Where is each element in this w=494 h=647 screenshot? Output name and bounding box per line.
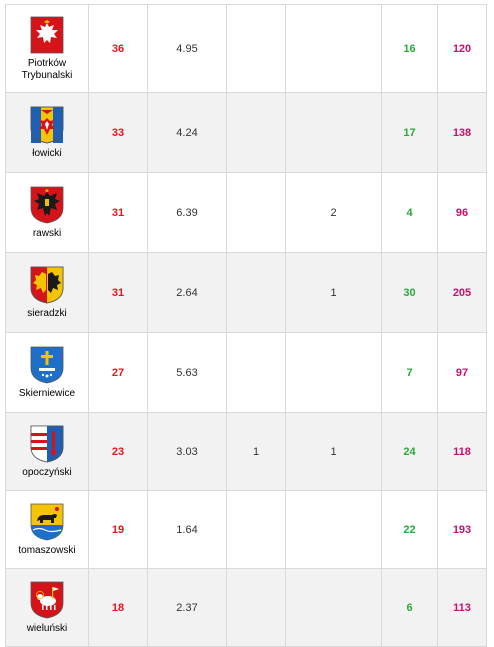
magenta-value: 96 xyxy=(437,172,487,253)
county-cell[interactable]: rawski xyxy=(5,172,89,253)
county-cell[interactable]: tomaszowski xyxy=(5,490,89,569)
green-value: 24 xyxy=(381,412,438,491)
table-row: Skierniewice 27 5.63 7 97 xyxy=(5,332,487,413)
table-row: tomaszowski 19 1.64 22 193 xyxy=(5,490,487,569)
county-name: łowicki xyxy=(32,147,62,159)
magenta-value: 97 xyxy=(437,332,487,413)
black-eagle-on-red-crest-icon xyxy=(30,186,64,223)
green-value: 22 xyxy=(381,490,438,569)
table-row: łowicki 33 4.24 17 138 xyxy=(5,92,487,173)
magenta-value: 205 xyxy=(437,252,487,333)
table-row: Piotrków Trybunalski 36 4.95 16 120 xyxy=(5,4,487,93)
county-cell[interactable]: opoczyński xyxy=(5,412,89,491)
county-cell[interactable]: Skierniewice xyxy=(5,332,89,413)
table-row: sieradzki 31 2.64 1 30 205 xyxy=(5,252,487,333)
table-row: opoczyński 23 3.03 1 1 24 118 xyxy=(5,412,487,491)
ratio-value: 2.37 xyxy=(147,568,227,647)
county-name: tomaszowski xyxy=(18,544,76,556)
count-d-value xyxy=(285,568,382,647)
county-name: rawski xyxy=(32,227,62,239)
bear-on-yellow-crest-icon xyxy=(30,503,64,540)
table-body: Piotrków Trybunalski 36 4.95 16 120 xyxy=(5,4,487,647)
county-cell[interactable]: łowicki xyxy=(5,92,89,173)
count-c-value xyxy=(226,332,286,413)
count-d-value xyxy=(285,490,382,569)
county-cell[interactable]: Piotrków Trybunalski xyxy=(5,4,89,93)
county-name: Piotrków Trybunalski xyxy=(21,57,73,81)
white-eagle-on-red-crest-icon xyxy=(30,16,64,53)
rank-value: 18 xyxy=(88,568,148,647)
county-name: sieradzki xyxy=(27,307,67,319)
count-d-value xyxy=(285,92,382,173)
blue-cross-crest-icon xyxy=(30,346,64,383)
green-value: 17 xyxy=(381,92,438,173)
rank-value: 36 xyxy=(88,4,148,93)
rank-value: 31 xyxy=(88,172,148,253)
rank-value: 19 xyxy=(88,490,148,569)
count-d-value: 1 xyxy=(285,412,382,491)
magenta-value: 118 xyxy=(437,412,487,491)
green-value: 4 xyxy=(381,172,438,253)
count-c-value xyxy=(226,490,286,569)
count-d-value xyxy=(285,4,382,93)
county-name: wieluński xyxy=(26,622,68,634)
count-c-value xyxy=(226,252,286,333)
rank-value: 33 xyxy=(88,92,148,173)
ratio-value: 4.24 xyxy=(147,92,227,173)
rank-value: 23 xyxy=(88,412,148,491)
split-eagle-crest-icon xyxy=(30,266,64,303)
green-value: 16 xyxy=(381,4,438,93)
magenta-value: 120 xyxy=(437,4,487,93)
county-cell[interactable]: sieradzki xyxy=(5,252,89,333)
ratio-value: 6.39 xyxy=(147,172,227,253)
rank-value: 31 xyxy=(88,252,148,333)
table-row: wieluński 18 2.37 6 113 xyxy=(5,568,487,647)
green-value: 7 xyxy=(381,332,438,413)
ratio-value: 5.63 xyxy=(147,332,227,413)
count-d-value: 2 xyxy=(285,172,382,253)
striped-shield-crest-icon xyxy=(30,425,64,462)
green-value: 30 xyxy=(381,252,438,333)
county-cell[interactable]: wieluński xyxy=(5,568,89,647)
count-d-value xyxy=(285,332,382,413)
ratio-value: 4.95 xyxy=(147,4,227,93)
magenta-value: 113 xyxy=(437,568,487,647)
magenta-value: 138 xyxy=(437,92,487,173)
magenta-value: 193 xyxy=(437,490,487,569)
yellow-blue-eagle-crest-icon xyxy=(30,106,64,143)
county-name: Skierniewice xyxy=(18,387,76,399)
rank-value: 27 xyxy=(88,332,148,413)
counties-table: Piotrków Trybunalski 36 4.95 16 120 xyxy=(5,4,487,647)
count-c-value: 1 xyxy=(226,412,286,491)
count-d-value: 1 xyxy=(285,252,382,333)
county-name: opoczyński xyxy=(22,466,72,478)
count-c-value xyxy=(226,568,286,647)
table-row: rawski 31 6.39 2 4 96 xyxy=(5,172,487,253)
count-c-value xyxy=(226,4,286,93)
green-value: 6 xyxy=(381,568,438,647)
count-c-value xyxy=(226,172,286,253)
ratio-value: 1.64 xyxy=(147,490,227,569)
ratio-value: 2.64 xyxy=(147,252,227,333)
count-c-value xyxy=(226,92,286,173)
lamb-on-red-crest-icon xyxy=(30,581,64,618)
ratio-value: 3.03 xyxy=(147,412,227,491)
